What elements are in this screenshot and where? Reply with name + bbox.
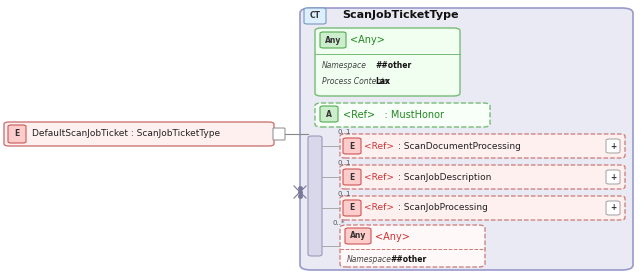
Text: 0..1: 0..1	[338, 160, 351, 166]
Text: <Ref>: <Ref>	[364, 142, 394, 150]
FancyBboxPatch shape	[320, 32, 346, 48]
Text: <Ref>: <Ref>	[364, 173, 394, 181]
Text: : ScanJobProcessing: : ScanJobProcessing	[398, 204, 488, 212]
Text: A: A	[326, 109, 332, 119]
FancyBboxPatch shape	[315, 28, 460, 96]
FancyBboxPatch shape	[315, 103, 490, 127]
Text: +: +	[610, 204, 616, 212]
Text: 0..1: 0..1	[338, 129, 351, 135]
Text: <Ref>   : MustHonor: <Ref> : MustHonor	[343, 110, 444, 120]
FancyBboxPatch shape	[345, 228, 371, 244]
FancyBboxPatch shape	[8, 125, 26, 143]
FancyBboxPatch shape	[304, 8, 326, 24]
Text: DefaultScanJobTicket : ScanJobTicketType: DefaultScanJobTicket : ScanJobTicketType	[32, 130, 220, 138]
Text: : ScanDocumentProcessing: : ScanDocumentProcessing	[398, 142, 521, 150]
Text: E: E	[349, 204, 354, 212]
Text: Any: Any	[325, 35, 341, 45]
FancyBboxPatch shape	[606, 139, 620, 153]
FancyBboxPatch shape	[340, 134, 625, 158]
Text: ##other: ##other	[390, 255, 426, 265]
Text: ScanJobTicketType: ScanJobTicketType	[342, 10, 458, 20]
FancyBboxPatch shape	[343, 138, 361, 154]
Text: : ScanJobDescription: : ScanJobDescription	[398, 173, 492, 181]
Text: +: +	[610, 173, 616, 181]
FancyBboxPatch shape	[343, 200, 361, 216]
FancyBboxPatch shape	[273, 128, 285, 140]
FancyBboxPatch shape	[606, 201, 620, 215]
Text: Lax: Lax	[375, 78, 390, 86]
FancyBboxPatch shape	[340, 196, 625, 220]
Text: Namespace: Namespace	[347, 255, 392, 265]
Text: <Ref>: <Ref>	[364, 204, 394, 212]
Text: +: +	[610, 142, 616, 150]
FancyBboxPatch shape	[300, 8, 633, 270]
FancyBboxPatch shape	[308, 136, 322, 256]
Text: E: E	[349, 142, 354, 150]
FancyBboxPatch shape	[606, 170, 620, 184]
Text: Namespace: Namespace	[322, 60, 367, 70]
Text: 0..*: 0..*	[332, 220, 344, 226]
FancyBboxPatch shape	[340, 225, 485, 267]
FancyBboxPatch shape	[343, 169, 361, 185]
FancyBboxPatch shape	[4, 122, 274, 146]
FancyBboxPatch shape	[320, 106, 338, 122]
Text: 0..1: 0..1	[338, 191, 351, 197]
FancyBboxPatch shape	[340, 165, 625, 189]
Text: <Any>: <Any>	[350, 35, 385, 45]
Text: Any: Any	[350, 232, 366, 240]
Text: CT: CT	[310, 12, 320, 20]
Text: <Any>: <Any>	[375, 232, 410, 242]
Text: ##other: ##other	[375, 60, 412, 70]
Text: E: E	[349, 173, 354, 181]
Text: Process Contents: Process Contents	[322, 78, 388, 86]
Text: E: E	[14, 130, 20, 138]
